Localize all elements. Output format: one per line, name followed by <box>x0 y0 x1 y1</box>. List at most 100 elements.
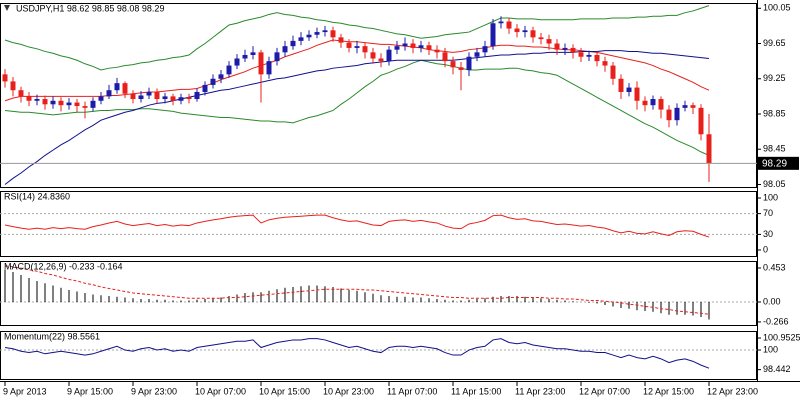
candle-body <box>242 54 248 59</box>
x-tick-label: 10 Apr 15:00 <box>259 386 310 396</box>
y-tick-label: -0.266 <box>763 316 789 326</box>
x-tick-label: 11 Apr 23:00 <box>515 386 565 396</box>
candle-body <box>290 40 296 47</box>
candle-body <box>66 102 72 106</box>
candle-body <box>34 99 40 101</box>
x-tick-label: 9 Apr 23:00 <box>131 386 177 396</box>
candle-body <box>178 97 184 101</box>
candle-body <box>674 107 680 121</box>
candle-body <box>570 47 576 53</box>
candle-body <box>146 91 152 96</box>
candle-body <box>50 100 56 105</box>
candle-body <box>690 105 696 108</box>
candle-body <box>418 45 424 48</box>
candle-body <box>426 45 432 50</box>
candle-body <box>90 100 96 108</box>
candle-body <box>626 87 632 92</box>
panel-title: MACD(12,26,9) -0.233 -0.164 <box>4 261 123 271</box>
y-tick-label: 100.9525 <box>763 332 800 342</box>
candle-body <box>258 52 264 75</box>
candle-body <box>354 46 360 48</box>
candle-body <box>402 43 408 47</box>
panel-title: Momentum(22) 98.5561 <box>4 331 100 341</box>
y-tick-label: 98.05 <box>763 179 786 189</box>
candle-body <box>74 102 80 107</box>
candle-body <box>650 99 656 106</box>
candle-body <box>138 95 144 100</box>
x-tick-label: 12 Apr 15:00 <box>643 386 694 396</box>
candle-body <box>226 65 232 75</box>
candle-body <box>98 96 104 101</box>
y-tick-label: 0 <box>763 244 768 254</box>
candle-body <box>162 96 168 100</box>
candle-body <box>274 52 280 62</box>
indicator-line <box>4 338 710 369</box>
candle-body <box>330 30 336 38</box>
candle-body <box>18 90 24 97</box>
candle-body <box>618 78 624 92</box>
x-tick-label: 11 Apr 15:00 <box>451 386 501 396</box>
x-tick-label: 11 Apr 07:00 <box>387 386 437 396</box>
y-tick-label: 100.05 <box>763 3 791 13</box>
candle-body <box>378 58 384 62</box>
panel-frame <box>0 261 757 326</box>
candle-body <box>10 81 16 91</box>
y-tick-label: 70 <box>763 208 773 218</box>
candle-body <box>514 28 520 33</box>
candle-body <box>2 74 8 82</box>
candle-body <box>106 90 112 97</box>
candle-body <box>666 109 672 121</box>
candle-body <box>538 37 544 40</box>
symbol-icon <box>4 5 10 11</box>
candle-body <box>490 23 496 47</box>
candle-body <box>306 34 312 38</box>
candle-body <box>42 99 48 105</box>
panel-title: RSI(14) 24.8360 <box>4 191 70 201</box>
y-tick-label: 99.25 <box>763 73 786 83</box>
candle-body <box>706 134 712 164</box>
x-tick-label: 12 Apr 23:00 <box>707 386 758 396</box>
candle-body <box>194 91 200 100</box>
y-tick-label: 98.442 <box>763 364 791 374</box>
candle-body <box>314 32 320 35</box>
candle-body <box>442 52 448 62</box>
panel-frame <box>0 3 757 188</box>
candle-body <box>658 99 664 110</box>
candle-body <box>634 87 640 101</box>
candle-body <box>458 67 464 70</box>
candle-body <box>362 46 368 53</box>
candle-body <box>218 74 224 79</box>
signal-line <box>4 265 710 315</box>
candle-body <box>554 43 560 50</box>
y-tick-label: 0.453 <box>763 262 786 272</box>
panel-frame <box>0 191 757 257</box>
candle-body <box>394 46 400 50</box>
x-tick-label: 12 Apr 07:00 <box>579 386 630 396</box>
x-tick-label: 9 Apr 2013 <box>3 386 47 396</box>
y-tick-label: 0.00 <box>763 296 781 306</box>
panel-frame <box>0 331 757 380</box>
candle-body <box>186 97 192 100</box>
candle-body <box>682 105 688 108</box>
x-tick-label: 10 Apr 07:00 <box>195 386 246 396</box>
candle-body <box>298 37 304 41</box>
y-tick-label: 30 <box>763 229 773 239</box>
y-tick-label: 98.85 <box>763 108 786 118</box>
candle-body <box>498 21 504 24</box>
candle-body <box>266 61 272 75</box>
candle-body <box>114 83 120 91</box>
candle-body <box>130 93 136 100</box>
candle-body <box>370 52 376 59</box>
candle-body <box>322 30 328 33</box>
candle-body <box>562 47 568 50</box>
candle-body <box>210 78 216 85</box>
indicator-line <box>4 214 710 238</box>
candle-body <box>346 42 352 48</box>
candle-body <box>26 96 32 101</box>
candle-body <box>154 91 160 100</box>
candle-body <box>610 65 616 79</box>
y-tick-label: 98.45 <box>763 144 786 154</box>
indicator-line <box>4 5 710 71</box>
